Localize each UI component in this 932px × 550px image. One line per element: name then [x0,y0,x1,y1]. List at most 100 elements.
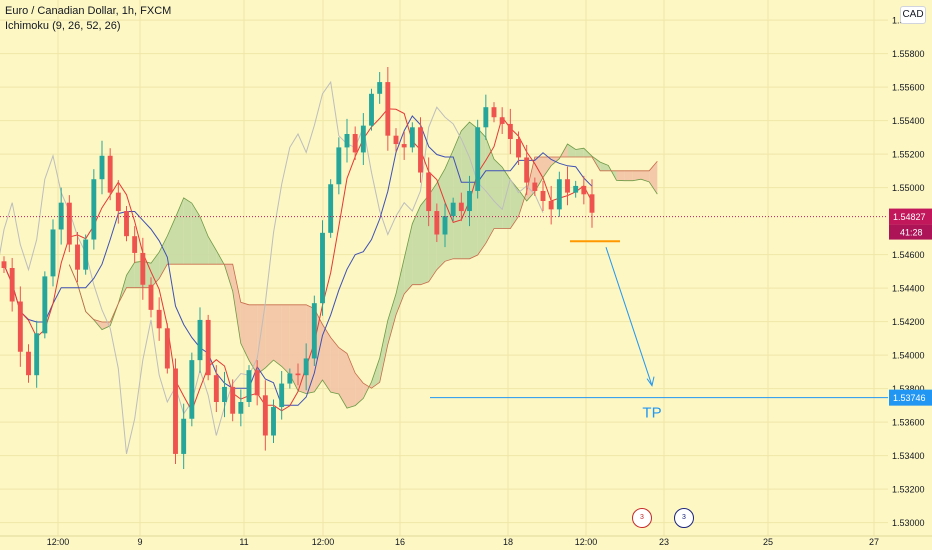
cloud-segment [616,170,625,181]
candle [581,175,587,205]
candle [556,171,562,217]
candle-body [377,82,383,94]
candle [173,358,178,464]
candle-body [303,358,309,376]
candle [205,314,211,381]
candle [262,380,268,451]
candle-body [442,216,448,235]
candle [352,126,358,160]
candle-body [426,172,432,212]
event-count: 3 [640,514,644,521]
candle-body [352,134,358,153]
candle-body [58,202,64,230]
candle [83,234,89,275]
cloud-segment [338,347,347,409]
candle [589,179,595,228]
annotations: TP [0,216,888,422]
candle [148,277,154,318]
candle-body [115,192,121,212]
candle-body [409,127,415,148]
indicator-label[interactable]: Ichimoku (9, 26, 52, 26) [5,20,121,32]
cloud-segment [191,203,200,265]
candle-body [42,276,48,334]
candle [409,122,415,153]
candle-body [532,182,538,191]
candle-body [573,185,579,193]
arrow-head-icon [646,376,655,387]
candle-body [565,179,570,193]
cloud-segment [183,197,192,265]
candle-body [99,155,105,180]
candle-body [393,135,399,145]
candle [418,117,423,183]
time-tick-label: 12:00 [575,537,598,547]
time-axis[interactable]: 12:00 9 11 12:00 16 18 12:00 23 25 27 [0,535,932,547]
candle-body [507,123,513,140]
cloud-segment [232,264,241,344]
candle [230,379,236,422]
cloud-segment [567,144,576,158]
candle-body [262,395,268,436]
price-tick-label: 1.55800 [892,49,925,59]
price-axis[interactable]: 1.560001.558001.556001.554001.552001.550… [889,16,932,529]
candle [58,187,64,245]
economic-event-icon[interactable]: 3 [674,508,694,528]
time-tick-label: 25 [763,537,773,547]
candle-body [320,232,325,304]
candle-body [524,157,530,183]
candle [483,94,489,140]
price-tick-label: 1.55000 [892,183,925,193]
cloud-segment [249,304,258,375]
candle-body [360,125,366,153]
candle-body [483,107,489,128]
candle [181,403,187,469]
candle [467,175,472,227]
candle [450,197,456,222]
candle-body [540,190,546,201]
candle [320,220,325,316]
price-tick-label: 1.53800 [892,384,925,394]
cloud-segment [632,170,641,181]
candle [328,179,334,238]
candle [344,118,350,163]
price-tick-label: 1.53600 [892,418,925,428]
candle [377,72,383,104]
candle [50,219,56,287]
candle-body [50,229,56,277]
candle-body [148,284,154,310]
candle [91,169,97,250]
cloud-segment [396,258,405,315]
candle-body [581,185,587,195]
price-tick-label: 1.53200 [892,485,925,495]
candle-body [418,127,423,173]
ichimoku-cloud [68,121,658,409]
candle-body [467,190,472,212]
candle-body [254,370,260,396]
cloud-segment [289,304,298,391]
candle-body [213,375,219,402]
candle [336,137,342,195]
candle [124,206,129,242]
cloud-segment [379,320,388,383]
cloud-segment [167,217,176,265]
cloud-segment [159,235,168,279]
cloud-segment [273,304,282,367]
candle [385,67,391,151]
time-tick-label: 9 [137,537,142,547]
candle-body [230,386,236,414]
candle [164,323,170,374]
cloud-segment [453,130,462,259]
economic-event-icon[interactable]: 3 [632,508,652,528]
candle [254,360,260,406]
candle-body [181,418,187,454]
currency-badge[interactable]: CAD [900,6,926,24]
candle-body [475,127,481,191]
candle [238,389,244,427]
price-tick-label: 1.54000 [892,351,925,361]
candle-body [434,211,440,235]
candle-body [548,201,554,210]
cloud-segment [485,137,494,244]
cloud-segment [347,353,356,409]
